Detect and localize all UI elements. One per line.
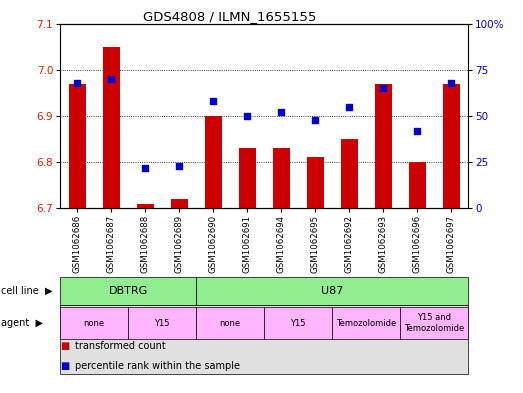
Text: none: none bbox=[220, 319, 241, 327]
Bar bbox=[204, 116, 222, 208]
Bar bbox=[69, 84, 86, 208]
Text: Y15: Y15 bbox=[154, 319, 170, 327]
Text: none: none bbox=[84, 319, 105, 327]
Text: ■: ■ bbox=[60, 361, 70, 371]
Point bbox=[175, 163, 184, 169]
Point bbox=[141, 165, 150, 171]
Bar bbox=[374, 84, 392, 208]
Point bbox=[277, 109, 286, 116]
Bar bbox=[103, 47, 120, 208]
Point bbox=[345, 104, 354, 110]
Point bbox=[413, 128, 422, 134]
Point bbox=[243, 113, 252, 119]
Bar bbox=[170, 199, 188, 208]
Bar bbox=[408, 162, 426, 208]
Text: transformed count: transformed count bbox=[75, 341, 166, 351]
Text: Y15 and
Temozolomide: Y15 and Temozolomide bbox=[404, 313, 464, 333]
Text: Temozolomide: Temozolomide bbox=[336, 319, 396, 327]
Text: U87: U87 bbox=[321, 286, 343, 296]
Point bbox=[73, 79, 82, 86]
Point bbox=[107, 76, 116, 82]
Point bbox=[209, 98, 218, 104]
Point bbox=[311, 116, 320, 123]
Bar bbox=[272, 148, 290, 208]
Text: agent  ▶: agent ▶ bbox=[1, 318, 42, 328]
Text: cell line  ▶: cell line ▶ bbox=[1, 286, 52, 296]
Text: Y15: Y15 bbox=[290, 319, 306, 327]
Point bbox=[447, 79, 456, 86]
Bar bbox=[137, 204, 154, 208]
Text: ■: ■ bbox=[60, 341, 70, 351]
Text: percentile rank within the sample: percentile rank within the sample bbox=[75, 361, 240, 371]
Bar bbox=[442, 84, 460, 208]
Bar bbox=[238, 148, 256, 208]
Bar bbox=[340, 139, 358, 208]
Bar bbox=[306, 158, 324, 208]
Text: GDS4808 / ILMN_1655155: GDS4808 / ILMN_1655155 bbox=[143, 10, 317, 23]
Point bbox=[379, 85, 388, 92]
Text: DBTRG: DBTRG bbox=[108, 286, 148, 296]
